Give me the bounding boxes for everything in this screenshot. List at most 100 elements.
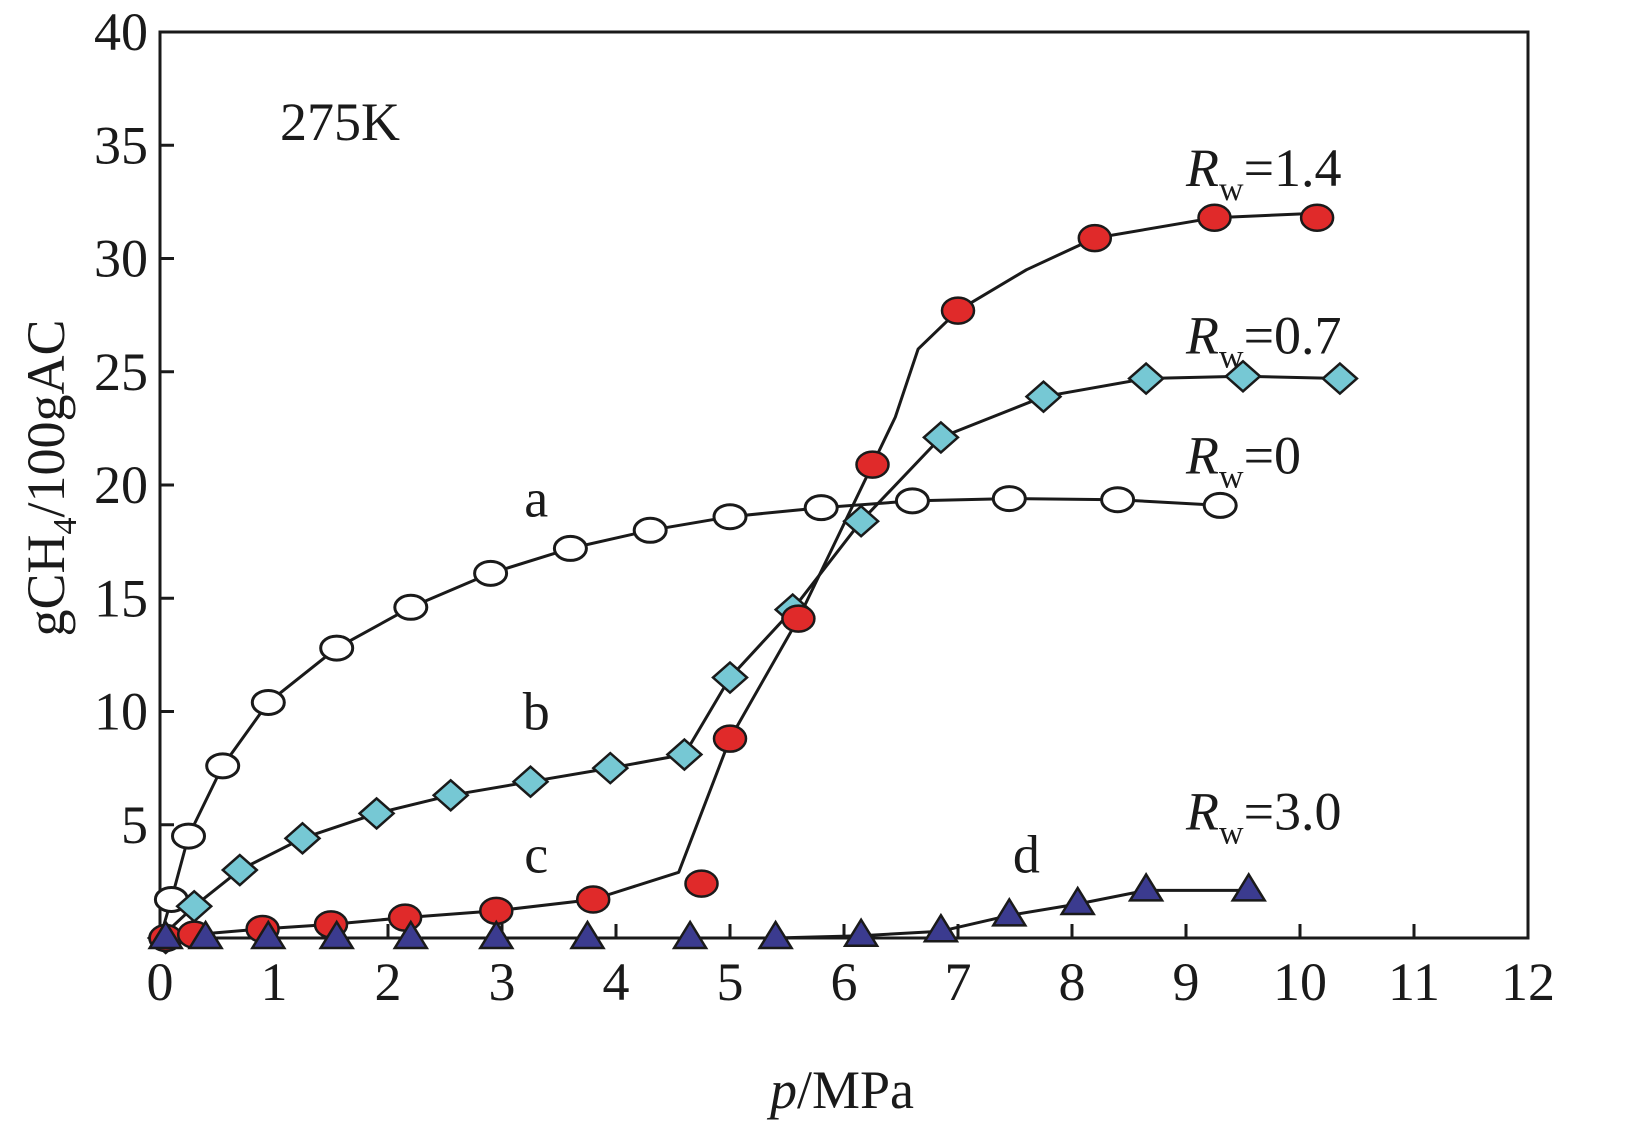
series-label-var: R — [1185, 306, 1219, 366]
series-line-a — [158, 497, 1221, 939]
data-point-d — [392, 919, 430, 950]
data-point-d — [478, 919, 515, 950]
data-point-d — [1059, 885, 1096, 916]
data-point-c — [684, 869, 719, 898]
data-point-a — [250, 688, 286, 716]
y-tick-label: 25 — [94, 342, 148, 402]
series-label-b: Rw=0.7 — [1185, 306, 1342, 376]
data-point-b — [591, 751, 630, 785]
x-axis-title-var: p — [766, 1060, 797, 1120]
data-point-c — [575, 885, 611, 914]
data-point-d — [757, 919, 794, 950]
data-point-d — [569, 919, 606, 950]
data-point-b — [711, 660, 749, 695]
series-letter-d: d — [1013, 824, 1040, 884]
x-tick-label: 0 — [147, 952, 174, 1012]
data-point-d — [991, 896, 1028, 927]
series-label-value: =1.4 — [1244, 138, 1342, 198]
data-point-c — [1299, 203, 1335, 232]
data-point-d — [250, 919, 287, 950]
data-point-c — [387, 903, 423, 932]
series-label-value: =0.7 — [1244, 306, 1342, 366]
x-tick-label: 12 — [1501, 952, 1555, 1012]
data-point-b — [922, 420, 960, 455]
series-label-c: Rw=1.4 — [1185, 138, 1342, 208]
data-point-b — [1127, 361, 1165, 396]
data-point-d — [318, 919, 355, 950]
data-point-d — [1230, 872, 1267, 902]
series-label-var: R — [1185, 138, 1219, 198]
data-point-d — [671, 919, 709, 950]
x-axis-title-unit: /MPa — [797, 1060, 914, 1120]
series-label-sub: w — [1219, 171, 1244, 208]
data-point-a — [894, 487, 930, 515]
y-tick-label: 40 — [94, 2, 148, 62]
data-point-b — [1024, 379, 1063, 414]
y-axis-title: gCH4/100gAC — [16, 319, 84, 636]
data-point-b — [842, 504, 880, 538]
x-tick-label: 8 — [1059, 952, 1086, 1012]
data-point-a — [1202, 491, 1238, 519]
x-tick-label: 2 — [375, 952, 402, 1012]
data-point-b — [511, 765, 550, 799]
series-label-sub: w — [1219, 814, 1244, 851]
data-point-d — [1127, 872, 1165, 902]
temperature-annotation: 275K — [280, 92, 400, 152]
y-axis-title-post: /100gAC — [16, 319, 76, 517]
x-tick-label: 4 — [603, 952, 630, 1012]
data-point-c — [1077, 223, 1113, 253]
data-point-c — [712, 724, 748, 753]
x-tick-label: 6 — [831, 952, 858, 1012]
y-tick-label: 35 — [94, 115, 148, 175]
series-label-value: =3.0 — [1244, 781, 1342, 841]
data-point-b — [1224, 359, 1262, 393]
data-point-d — [187, 919, 224, 950]
data-point-a — [205, 752, 241, 780]
data-point-a — [803, 494, 839, 522]
series-label-a: Rw=0 — [1185, 426, 1301, 496]
x-axis-title: p/MPa — [766, 1060, 914, 1120]
data-point-b — [1321, 361, 1359, 396]
data-point-a — [712, 503, 748, 531]
data-point-c — [855, 450, 890, 479]
series-letter-c: c — [524, 824, 548, 884]
y-axis-title-pre: gCH — [16, 535, 76, 637]
data-point-a — [319, 634, 355, 662]
x-tick-label: 10 — [1273, 952, 1327, 1012]
series-label-value: =0 — [1244, 426, 1301, 486]
y-tick-label: 20 — [94, 455, 148, 515]
series-label-sub: w — [1219, 339, 1244, 376]
data-point-a — [991, 485, 1027, 513]
series-label-var: R — [1185, 426, 1219, 486]
data-point-a — [552, 534, 588, 562]
series-label-var: R — [1185, 781, 1219, 841]
data-point-c — [940, 296, 976, 325]
data-point-b — [357, 796, 396, 831]
y-tick-label: 5 — [121, 795, 148, 855]
data-point-a — [473, 559, 509, 587]
x-tick-label: 3 — [489, 952, 516, 1012]
data-point-b — [431, 778, 470, 812]
y-tick-label: 10 — [94, 682, 148, 742]
x-tick-label: 7 — [945, 952, 972, 1012]
series-label-d: Rw=3.0 — [1185, 781, 1342, 851]
data-point-d — [147, 919, 184, 950]
series-label-sub: w — [1219, 459, 1244, 496]
series-letter-b: b — [523, 682, 550, 742]
series-letter-a: a — [524, 469, 548, 529]
x-tick-label: 9 — [1173, 952, 1200, 1012]
y-tick-label: 15 — [94, 568, 148, 628]
series-markers — [146, 203, 1359, 955]
data-point-a — [632, 516, 668, 544]
x-tick-label: 11 — [1388, 952, 1440, 1012]
y-tick-label: 30 — [94, 229, 148, 289]
data-point-c — [781, 604, 816, 633]
data-point-d — [842, 917, 880, 947]
data-point-b — [665, 737, 704, 772]
x-tick-label: 5 — [717, 952, 744, 1012]
data-point-a — [393, 593, 429, 621]
data-point-a — [171, 822, 206, 850]
data-point-b — [283, 821, 322, 856]
